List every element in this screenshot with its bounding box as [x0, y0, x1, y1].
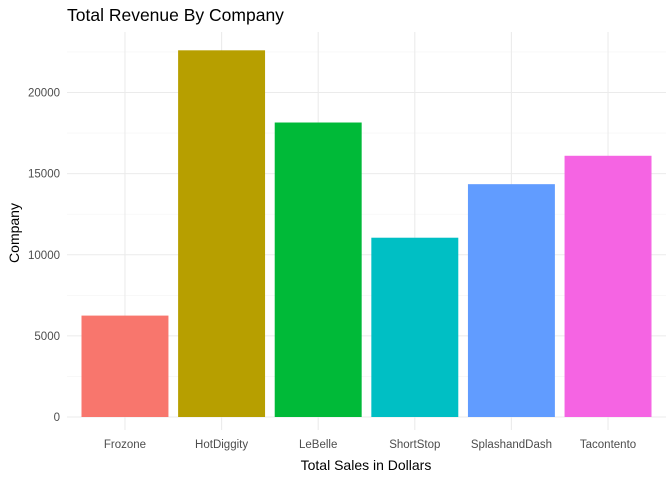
y-tick-label: 15000	[28, 169, 60, 181]
y-tick-labels: 0 5000 10000 15000 20000	[28, 88, 60, 425]
x-tick-label: Tacontento	[580, 439, 636, 451]
x-axis-title: Total Sales in Dollars	[301, 457, 432, 473]
y-tick-label: 20000	[28, 88, 60, 100]
y-tick-label: 0	[54, 412, 60, 424]
x-tick-label: LeBelle	[299, 439, 337, 451]
x-tick-labels: Frozone HotDiggity LeBelle ShortStop Splasha…	[104, 439, 636, 451]
bar-lebelle	[274, 122, 362, 418]
bar-frozone	[81, 315, 169, 417]
bar-tacontento	[564, 155, 652, 417]
x-tick-label: ShortStop	[389, 439, 440, 451]
chart-title: Total Revenue By Company	[67, 5, 284, 25]
bar-shortstop	[371, 237, 459, 417]
x-tick-label: HotDiggity	[195, 439, 248, 451]
y-tick-label: 5000	[34, 331, 60, 343]
bars	[81, 50, 652, 418]
y-axis-title: Company	[6, 203, 22, 263]
bar-hotdiggity	[178, 50, 266, 417]
x-tick-label: Frozone	[104, 439, 146, 451]
y-tick-label: 10000	[28, 250, 60, 262]
x-tick-label: SplashandDash	[471, 439, 552, 451]
bar-splashanddash	[467, 184, 555, 417]
